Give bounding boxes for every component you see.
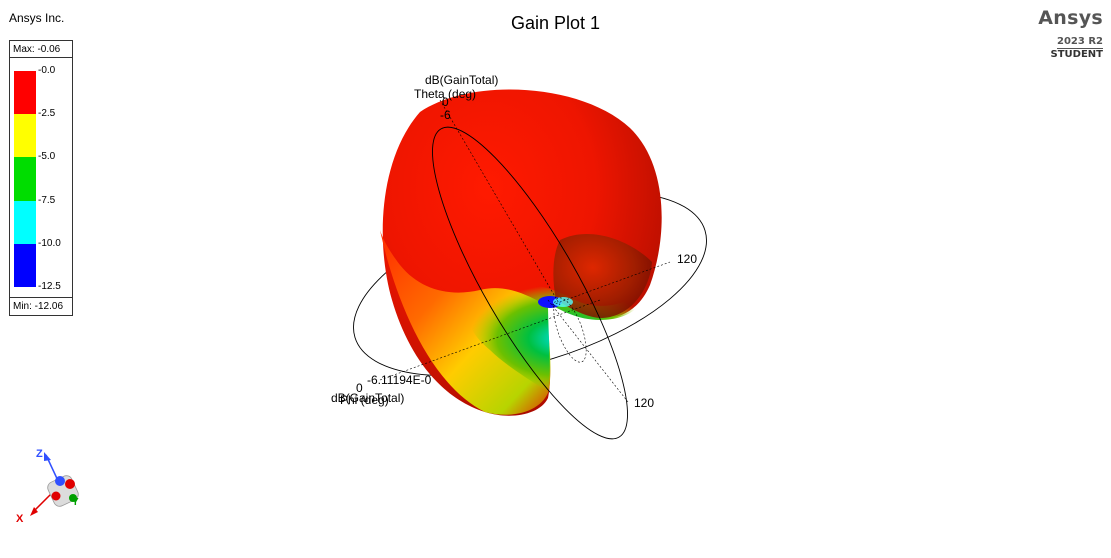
legend-tick-label: -10.0 (38, 237, 61, 249)
cross-line-1 (547, 299, 629, 403)
ansys-logo: Ansys 2023 R2 STUDENT (1038, 8, 1103, 60)
legend-band (14, 157, 36, 201)
theta-zero-label: 0 (442, 95, 449, 109)
plot-title: Gain Plot 1 (510, 13, 601, 33)
cross-line-2 (551, 261, 671, 306)
legend-max-label: Max: -0.06 (13, 44, 61, 55)
gain-surface (380, 89, 662, 416)
theta-value-label: -6 (440, 108, 451, 122)
triad-z-label: Z (36, 448, 43, 460)
brand-name: Ansys (1038, 7, 1103, 29)
theta-axis-line (439, 99, 561, 306)
phi-tick-120: 120 (634, 396, 654, 410)
legend-tick-label: -5.0 (38, 151, 56, 163)
legend-tick-label: -2.5 (38, 108, 56, 120)
phi-value-label: -6.11194E-0 (367, 373, 432, 387)
legend-band (14, 114, 36, 158)
inner-ring (553, 297, 587, 363)
phi-axis-label: Phi (deg) (340, 393, 389, 407)
phi-axis-line (379, 299, 601, 381)
legend-band (14, 71, 36, 115)
legend-tick-label: -0.0 (38, 65, 56, 76)
legend-tick-label: -12.5 (38, 281, 61, 292)
legend-band (14, 243, 36, 287)
triad-y-label: Y (72, 497, 79, 508)
legend-color-bar (14, 71, 36, 287)
legend-divider-bottom (10, 297, 72, 298)
theta-axis-label: Theta (deg) (414, 87, 476, 101)
phi-zero-label: 0 (356, 381, 363, 395)
theta-ring (432, 126, 628, 440)
legend-divider-top (10, 57, 72, 58)
color-legend: Max: -0.06 -0.0 -2.5 -5.0 -7.5 -10.0 -12.5 Mi… (9, 40, 73, 316)
triad-x-label: X (16, 513, 24, 525)
phi-quantity-label: dB(GainTotal) (331, 391, 404, 405)
company-label: Ansys Inc. (9, 11, 65, 25)
theta-quantity-label: dB(GainTotal) (425, 73, 498, 87)
theta-tick-120: 120 (677, 252, 697, 266)
legend-band (14, 200, 36, 244)
legend-min-label: Min: -12.06 (13, 301, 64, 312)
legend-tick-label: -7.5 (38, 194, 56, 206)
brand-version: 2023 R2 (1057, 36, 1103, 49)
brand-edition: STUDENT (1050, 49, 1103, 60)
orientation-triad[interactable]: Z X Y (16, 448, 80, 525)
